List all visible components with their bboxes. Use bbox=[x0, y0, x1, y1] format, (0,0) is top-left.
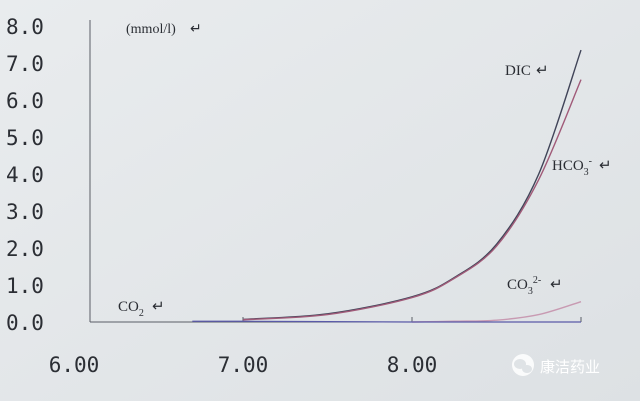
y-tick-label: 6.0 bbox=[6, 89, 44, 113]
label-co3-main: CO bbox=[507, 277, 528, 293]
tick-labels: 0.0 1.0 2.0 3.0 4.0 5.0 6.0 7.0 8.0 6.00 7.00 8.00 bbox=[6, 15, 437, 377]
label-hco3-sup: - bbox=[589, 156, 592, 167]
watermark-text: 康洁药业 bbox=[540, 358, 600, 376]
label-co2-sub: 2 bbox=[139, 308, 144, 319]
y-tick-label: 7.0 bbox=[6, 52, 44, 76]
x-tick-label: 8.00 bbox=[387, 353, 438, 377]
label-dic: DIC bbox=[505, 63, 531, 79]
label-co3: CO32- bbox=[507, 275, 541, 297]
label-co3-sup: 2- bbox=[533, 275, 541, 286]
y-tick-label: 5.0 bbox=[6, 126, 44, 150]
y-tick-label: 8.0 bbox=[6, 15, 44, 39]
label-hco3-sub: 3 bbox=[584, 167, 589, 178]
label-co2: CO2 bbox=[118, 299, 144, 319]
label-hco3-main: HCO bbox=[552, 158, 584, 174]
label-dic-mark: ↵ bbox=[536, 63, 549, 79]
series-line-co2 bbox=[192, 320, 581, 323]
y-tick-label: 3.0 bbox=[6, 200, 44, 224]
watermark: 康洁药业 bbox=[512, 354, 600, 376]
y-tick-label: 0.0 bbox=[6, 311, 44, 335]
y-tick-label: 4.0 bbox=[6, 163, 44, 187]
x-tick-label: 6.00 bbox=[49, 353, 100, 377]
series-lines bbox=[192, 49, 582, 323]
label-co2-mark: ↵ bbox=[152, 299, 165, 315]
x-tick-label: 7.00 bbox=[218, 353, 269, 377]
label-co3-sub: 3 bbox=[528, 286, 533, 297]
series-line-hco3 bbox=[242, 79, 582, 321]
y-tick-label: 2.0 bbox=[6, 237, 44, 261]
wechat-icon bbox=[512, 354, 534, 376]
label-hco3-mark: ↵ bbox=[599, 158, 612, 174]
unit-label: (mmol/l) bbox=[126, 22, 176, 37]
label-co2-main: CO bbox=[118, 299, 139, 315]
unit-label-mark: ↵ bbox=[190, 22, 202, 37]
label-co3-mark: ↵ bbox=[550, 277, 563, 293]
y-tick-label: 1.0 bbox=[6, 274, 44, 298]
label-hco3: HCO3- bbox=[552, 156, 592, 178]
